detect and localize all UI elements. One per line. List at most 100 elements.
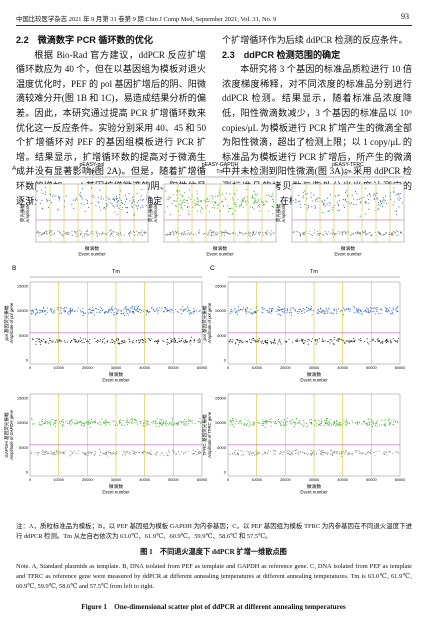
droplet xyxy=(113,205,115,208)
droplet xyxy=(38,338,40,340)
droplet xyxy=(50,231,52,233)
droplet xyxy=(366,451,368,454)
droplet xyxy=(184,202,186,204)
droplet xyxy=(328,307,330,309)
droplet xyxy=(176,311,178,313)
droplet xyxy=(116,451,118,453)
droplet xyxy=(184,309,186,311)
droplet xyxy=(355,451,357,453)
droplet xyxy=(104,311,106,313)
droplet xyxy=(37,454,39,456)
droplet xyxy=(71,418,73,420)
droplet xyxy=(141,229,143,231)
droplet xyxy=(395,420,397,422)
droplet xyxy=(251,452,253,454)
droplet xyxy=(333,344,335,346)
droplet xyxy=(197,199,199,201)
droplet xyxy=(126,212,128,214)
droplet xyxy=(187,205,189,208)
paragraph: 个扩增循环作为后续 ddPCR 检测的反应条件。 xyxy=(222,35,408,45)
droplet xyxy=(333,308,335,310)
droplet xyxy=(197,201,200,203)
droplet xyxy=(165,211,167,213)
droplet xyxy=(105,421,107,423)
droplet xyxy=(167,342,169,344)
droplet xyxy=(320,418,322,420)
droplet xyxy=(78,341,80,343)
droplet xyxy=(99,454,101,457)
droplet xyxy=(156,339,159,342)
droplet xyxy=(49,340,51,342)
droplet xyxy=(81,188,84,190)
droplet xyxy=(354,306,356,308)
droplet xyxy=(44,454,46,456)
droplet xyxy=(210,235,212,237)
droplet xyxy=(81,423,83,425)
droplet xyxy=(280,424,282,426)
droplet xyxy=(322,212,324,214)
droplet xyxy=(136,310,138,312)
droplet xyxy=(231,197,233,199)
droplet xyxy=(277,343,279,345)
droplet xyxy=(111,339,113,341)
droplet xyxy=(196,197,198,199)
droplet xyxy=(250,232,252,234)
droplet xyxy=(31,419,33,421)
droplet xyxy=(348,340,350,342)
droplet xyxy=(322,454,324,456)
droplet xyxy=(323,311,325,313)
droplet xyxy=(380,312,382,314)
droplet xyxy=(119,421,121,423)
droplet xyxy=(134,452,136,454)
droplet xyxy=(112,308,114,310)
droplet xyxy=(386,203,388,205)
droplet xyxy=(295,199,297,201)
droplet xyxy=(183,421,185,423)
droplet xyxy=(389,419,391,421)
y-axis-label: GAPDH 基因荧光振幅 xyxy=(3,412,10,458)
droplet xyxy=(126,312,128,314)
droplet xyxy=(111,232,113,235)
droplet xyxy=(93,196,95,198)
droplet xyxy=(368,451,370,454)
droplet xyxy=(41,423,43,426)
droplet xyxy=(131,202,133,204)
droplet xyxy=(74,423,76,425)
droplet xyxy=(151,338,153,340)
droplet xyxy=(366,311,368,313)
running-header: 中国比较医学杂志 2021 年 9 月第 31 卷第 9 期 Chin J Co… xyxy=(16,16,277,23)
droplet xyxy=(266,230,268,232)
droplet xyxy=(54,420,56,422)
droplet xyxy=(122,450,124,452)
droplet xyxy=(48,342,50,344)
droplet xyxy=(278,339,280,341)
section-heading: 2.2 微滴数字 PCR 循环数的优化 xyxy=(16,35,153,45)
droplet xyxy=(355,204,357,206)
droplet xyxy=(170,422,172,424)
droplet xyxy=(295,418,297,420)
droplet xyxy=(277,420,279,422)
droplet xyxy=(368,232,370,234)
droplet xyxy=(214,232,216,234)
droplet xyxy=(298,421,300,423)
droplet xyxy=(363,196,365,198)
droplet xyxy=(310,421,312,424)
droplet xyxy=(269,341,271,343)
droplet xyxy=(257,422,259,424)
droplet xyxy=(270,342,273,345)
droplet xyxy=(262,201,264,203)
droplet xyxy=(319,308,322,310)
x-tick-label: 0 xyxy=(227,366,229,370)
droplet xyxy=(236,313,238,315)
droplet xyxy=(104,342,106,344)
droplet xyxy=(35,343,37,345)
droplet xyxy=(77,422,79,424)
droplet xyxy=(368,199,370,201)
x-axis-label: 微滴数 xyxy=(341,245,356,252)
droplet xyxy=(237,199,239,201)
droplet xyxy=(261,422,263,424)
droplet xyxy=(330,312,332,314)
droplet xyxy=(301,338,303,340)
droplet xyxy=(336,311,338,313)
droplet xyxy=(245,310,247,312)
